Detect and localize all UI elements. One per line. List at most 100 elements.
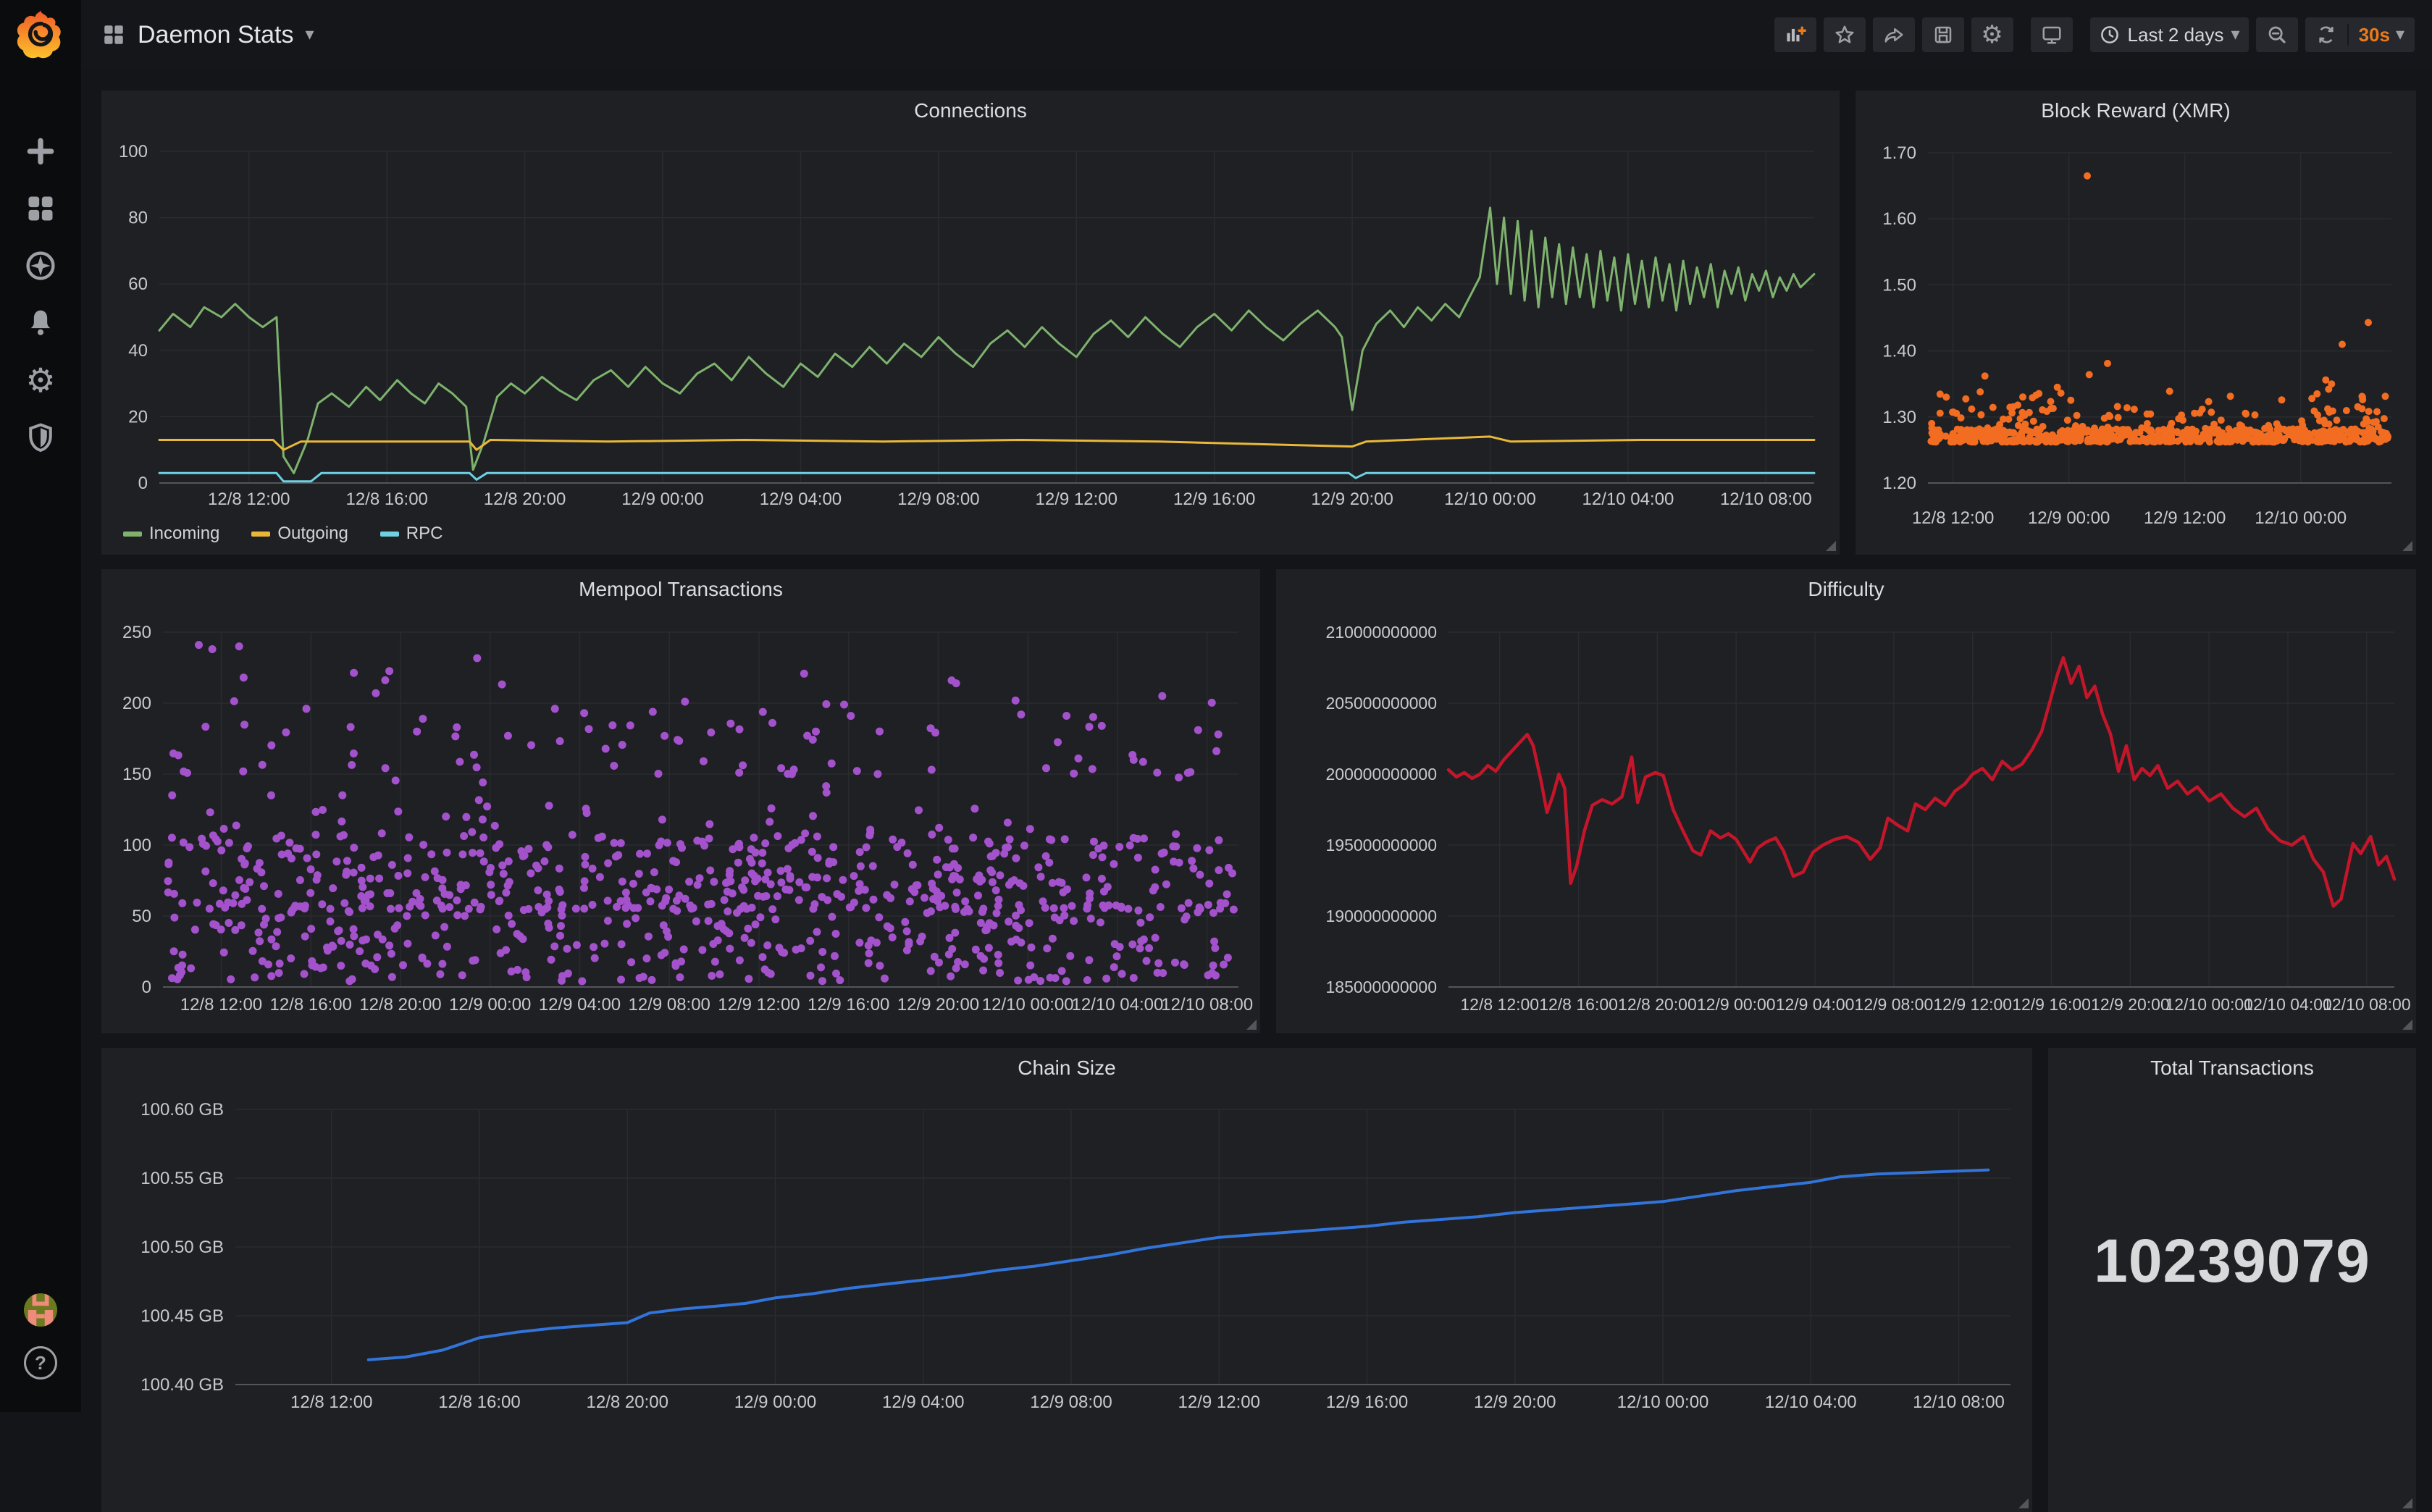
help-icon[interactable]: ? — [24, 1346, 57, 1379]
legend-label: RPC — [406, 524, 443, 543]
svg-text:1.40: 1.40 — [1882, 342, 1916, 361]
svg-text:12/9 00:00: 12/9 00:00 — [1697, 995, 1776, 1014]
user-avatar[interactable] — [24, 1293, 57, 1327]
svg-text:100: 100 — [122, 836, 151, 855]
panel-title[interactable]: Block Reward (XMR) — [2041, 99, 2231, 122]
share-button[interactable] — [1872, 17, 1915, 52]
svg-text:12/10 00:00: 12/10 00:00 — [2255, 508, 2347, 528]
caret-down-icon: ▾ — [305, 25, 314, 44]
legend-item-rpc[interactable]: RPC — [380, 524, 443, 544]
svg-text:250: 250 — [122, 623, 151, 642]
sidebar-item-admin[interactable] — [24, 421, 57, 454]
add-panel-button[interactable] — [1774, 17, 1816, 52]
svg-text:150: 150 — [122, 765, 151, 784]
panel-resize-handle[interactable] — [2402, 541, 2412, 551]
panel-resize-handle[interactable] — [2402, 1020, 2412, 1030]
gear-icon: ⚙ — [1981, 21, 2003, 49]
panel-title[interactable]: Connections — [914, 99, 1027, 122]
block-reward-chart[interactable]: 1.20 1.30 1.40 1.50 1.60 1.70 12/8 12:00 12/9 0… — [1856, 131, 2416, 555]
svg-text:190000000000: 190000000000 — [1326, 907, 1438, 925]
time-range-button[interactable]: Last 2 days ▾ — [2089, 17, 2249, 52]
magnifier-minus-icon — [2268, 26, 2286, 43]
svg-text:200000000000: 200000000000 — [1326, 765, 1438, 784]
tv-mode-button[interactable] — [2030, 17, 2073, 52]
refresh-interval-button[interactable]: 30s ▾ — [2349, 17, 2415, 52]
svg-text:12/10 00:00: 12/10 00:00 — [1617, 1393, 1709, 1412]
svg-text:50: 50 — [132, 907, 151, 926]
panel-title[interactable]: Mempool Transactions — [579, 578, 783, 600]
dashboard-picker[interactable]: Daemon Stats ▾ — [101, 21, 314, 49]
zoom-out-button[interactable] — [2255, 17, 2298, 52]
panel-resize-handle[interactable] — [1246, 1020, 1257, 1030]
svg-text:195000000000: 195000000000 — [1326, 836, 1438, 854]
panel-difficulty: Difficulty 185000000000 190000000000 19500… — [1276, 569, 2416, 1033]
time-range-label: Last 2 days — [2127, 23, 2224, 46]
connections-chart[interactable]: 0 20 40 60 80 100 12/8 12:00 12/8 16:00 12/8 20:… — [101, 131, 1840, 555]
difficulty-chart[interactable]: 185000000000 190000000000 195000000000 2000… — [1276, 610, 2416, 1033]
clock-icon — [2100, 26, 2118, 43]
panel-title[interactable]: Total Transactions — [2150, 1057, 2314, 1079]
panel-connections: Connections 0 20 40 60 80 100 12/8 12:00 12/8 1… — [101, 91, 1840, 555]
sidebar-item-alerting[interactable] — [24, 306, 57, 340]
toolbar: ⚙ Last 2 days ▾ — [1774, 17, 2415, 52]
svg-text:12/9 04:00: 12/9 04:00 — [760, 490, 842, 509]
svg-text:200: 200 — [122, 694, 151, 713]
svg-text:100.60 GB: 100.60 GB — [141, 1100, 224, 1120]
navbar: Daemon Stats ▾ ⚙ — [81, 0, 2432, 70]
settings-button[interactable]: ⚙ — [1971, 17, 2013, 52]
legend-swatch — [380, 531, 399, 537]
panel-mempool: Mempool Transactions 0 50 100 150 200 250 12/8… — [101, 569, 1260, 1033]
panel-total-transactions: Total Transactions 10239079 — [2048, 1048, 2416, 1512]
svg-text:12/9 16:00: 12/9 16:00 — [1326, 1393, 1408, 1412]
mempool-chart[interactable]: 0 50 100 150 200 250 12/8 12:00 12/8 16:00 12/8 … — [101, 610, 1260, 1033]
svg-text:12/10 08:00: 12/10 08:00 — [2323, 995, 2411, 1014]
svg-text:12/8 12:00: 12/8 12:00 — [208, 490, 290, 509]
svg-text:12/8 20:00: 12/8 20:00 — [484, 490, 566, 509]
svg-text:12/9 00:00: 12/9 00:00 — [621, 490, 703, 509]
panel-resize-handle[interactable] — [2402, 1498, 2412, 1508]
svg-text:12/9 12:00: 12/9 12:00 — [1036, 490, 1118, 509]
panel-resize-handle[interactable] — [2018, 1498, 2029, 1508]
refresh-button[interactable] — [2305, 17, 2347, 52]
panel-block-reward: Block Reward (XMR) 1.20 1.30 1.40 1.50 1.60 1… — [1856, 91, 2416, 555]
svg-text:12/10 04:00: 12/10 04:00 — [1582, 490, 1674, 509]
svg-text:1.60: 1.60 — [1882, 209, 1916, 229]
svg-text:185000000000: 185000000000 — [1326, 978, 1438, 996]
dashboard-grid-icon — [104, 25, 123, 44]
sidebar-item-dashboards[interactable] — [24, 192, 57, 225]
refresh-icon — [2318, 26, 2334, 43]
save-icon — [1934, 26, 1951, 43]
grafana-logo[interactable] — [13, 7, 68, 62]
sidebar-nav: ⚙ — [0, 135, 81, 454]
panel-chain-size: Chain Size 100.40 GB 100.45 GB 100.50 GB 10… — [101, 1048, 2032, 1512]
legend-item-outgoing[interactable]: Outgoing — [251, 524, 348, 544]
share-icon — [1884, 28, 1903, 43]
svg-text:12/8 16:00: 12/8 16:00 — [1539, 995, 1618, 1014]
panel-title[interactable]: Difficulty — [1808, 578, 1884, 600]
svg-text:12/9 08:00: 12/9 08:00 — [628, 995, 710, 1015]
svg-text:12/9 00:00: 12/9 00:00 — [449, 995, 531, 1015]
svg-text:100.55 GB: 100.55 GB — [141, 1169, 224, 1188]
sidebar-item-create[interactable] — [24, 135, 57, 168]
svg-text:12/9 04:00: 12/9 04:00 — [1776, 995, 1855, 1014]
chain-size-chart[interactable]: 100.40 GB 100.45 GB 100.50 GB 100.55 GB 100.… — [101, 1088, 2032, 1512]
panel-title[interactable]: Chain Size — [1018, 1057, 1116, 1079]
svg-text:12/9 12:00: 12/9 12:00 — [718, 995, 800, 1015]
svg-text:12/10 00:00: 12/10 00:00 — [2165, 995, 2253, 1014]
shield-icon — [29, 423, 52, 453]
legend-item-incoming[interactable]: Incoming — [123, 524, 219, 544]
save-button[interactable] — [1921, 17, 1964, 52]
svg-text:12/10 04:00: 12/10 04:00 — [1765, 1393, 1857, 1412]
svg-text:12/9 00:00: 12/9 00:00 — [734, 1393, 816, 1412]
svg-text:205000000000: 205000000000 — [1326, 694, 1438, 713]
svg-text:12/9 08:00: 12/9 08:00 — [897, 490, 979, 509]
compass-icon — [26, 251, 55, 280]
panel-resize-handle[interactable] — [1826, 541, 1836, 551]
sidebar-item-configuration[interactable]: ⚙ — [24, 364, 57, 397]
sidebar-item-explore[interactable] — [24, 249, 57, 282]
svg-text:12/9 08:00: 12/9 08:00 — [1030, 1393, 1112, 1412]
svg-text:12/9 12:00: 12/9 12:00 — [1178, 1393, 1260, 1412]
star-button[interactable] — [1823, 17, 1866, 52]
svg-text:40: 40 — [128, 341, 148, 361]
caret-down-icon: ▾ — [2395, 25, 2404, 44]
